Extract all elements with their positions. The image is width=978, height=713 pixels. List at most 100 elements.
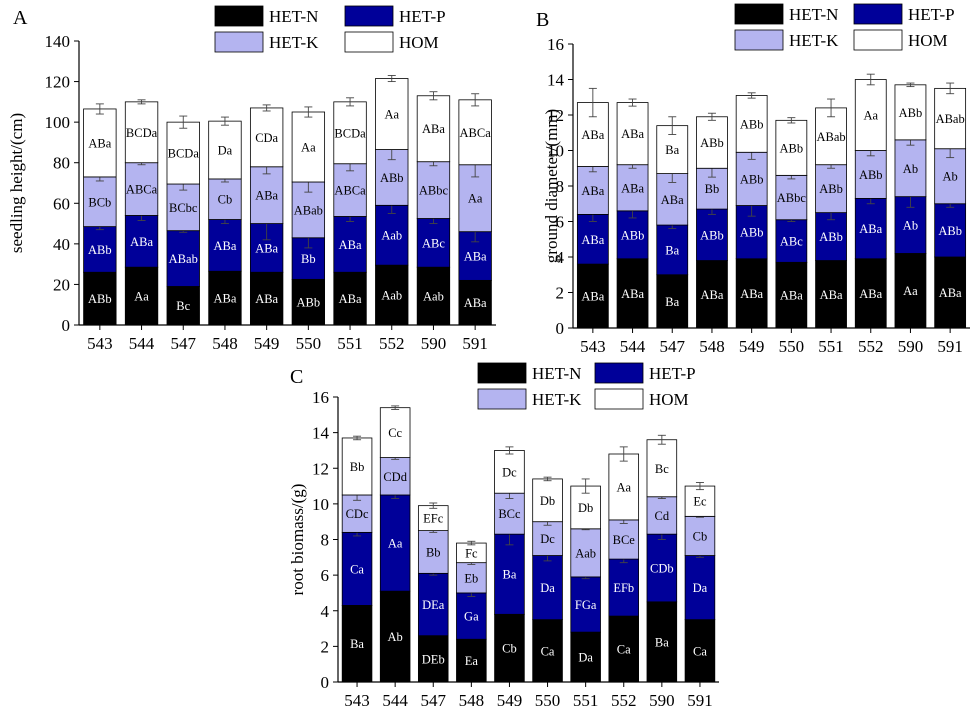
bar-segment-het-p xyxy=(532,555,563,621)
bar-significance-label: Da xyxy=(540,581,555,595)
y-axis-label: ground diameter/(mm) xyxy=(542,109,561,263)
bar-segment-hom xyxy=(646,439,678,498)
bar-segment-hom xyxy=(458,99,492,166)
legend-label: HET-K xyxy=(269,33,319,52)
bar-significance-label: BCc xyxy=(498,507,521,521)
y-tick-label: 6 xyxy=(556,213,565,232)
legend-label: HET-P xyxy=(908,5,955,24)
x-tick-label: 544 xyxy=(129,334,155,353)
x-tick-label: 591 xyxy=(937,337,963,356)
bar-significance-label: EFb xyxy=(613,581,634,595)
legend-label: HET-N xyxy=(269,7,318,26)
panel-label: C xyxy=(290,366,303,388)
bar-significance-label: BCb xyxy=(88,195,111,209)
bar-significance-label: BCe xyxy=(613,533,636,547)
bar-significance-label: Dc xyxy=(502,465,517,479)
bar-segment-het-k xyxy=(249,166,284,224)
bar-significance-label: ABa xyxy=(740,287,763,301)
bar-segment-hom xyxy=(684,485,716,517)
bar-significance-label: ABa xyxy=(130,235,153,249)
bar-significance-label: CDa xyxy=(255,131,278,145)
legend-label: HET-K xyxy=(789,31,839,50)
bar-segment-het-n xyxy=(124,266,159,326)
bar-significance-label: Cd xyxy=(655,509,670,523)
bar-significance-label: ABa xyxy=(700,288,723,302)
bar-segment-het-k xyxy=(417,530,449,574)
y-tick-label: 4 xyxy=(556,248,565,267)
bar-segment-het-k xyxy=(616,164,649,212)
bar-segment-het-p xyxy=(333,216,367,273)
legend-swatch-hom xyxy=(594,388,644,410)
bar-significance-label: Da xyxy=(693,581,708,595)
bar-significance-label: ABb xyxy=(88,292,112,306)
bar-significance-label: ABa xyxy=(464,296,487,310)
bar-significance-label: ABa xyxy=(859,222,882,236)
y-tick-label: 16 xyxy=(312,388,329,407)
bar-significance-label: Fc xyxy=(465,546,478,560)
bar-significance-label: ABa xyxy=(820,288,843,302)
legend-swatch-het-p xyxy=(853,3,903,25)
bar-significance-label: ABa xyxy=(661,193,684,207)
bar-segment-het-p xyxy=(83,226,117,273)
legend-swatch-hom xyxy=(853,29,903,51)
bar-segment-het-k xyxy=(775,174,808,221)
x-tick-label: 543 xyxy=(580,337,606,356)
bar-significance-label: ABa xyxy=(255,241,278,255)
x-tick-label: 547 xyxy=(421,691,447,710)
bar-segment-het-n xyxy=(616,258,649,329)
bar-significance-label: Aa xyxy=(903,284,918,298)
bar-significance-label: ABbc xyxy=(419,184,449,198)
legend-swatch-het-k xyxy=(734,29,784,51)
bar-significance-label: Ab xyxy=(903,162,918,176)
bar-segment-het-p xyxy=(934,203,967,258)
bar-segment-hom xyxy=(608,453,640,521)
bar-segment-het-p xyxy=(646,533,678,603)
bar-significance-label: ABb xyxy=(621,228,645,242)
legend-label: HOM xyxy=(399,33,439,52)
x-tick-label: 551 xyxy=(573,691,599,710)
bar-significance-label: ABb xyxy=(819,182,843,196)
bar-significance-label: Ba xyxy=(655,635,669,649)
bar-significance-label: CDb xyxy=(650,562,674,576)
y-tick-label: 0 xyxy=(556,319,565,338)
bar-significance-label: ABb xyxy=(700,228,724,242)
bar-segment-het-k xyxy=(494,492,525,535)
bar-segment-het-k xyxy=(83,176,117,228)
bar-segment-het-n xyxy=(775,261,808,329)
y-tick-label: 20 xyxy=(53,275,70,294)
bar-segment-hom xyxy=(417,505,449,531)
bar-segment-het-k xyxy=(815,164,847,214)
bar-segment-het-p xyxy=(576,213,609,265)
bar-significance-label: ABb xyxy=(740,172,764,186)
bar-significance-label: ABa xyxy=(581,290,604,304)
bar-significance-label: ABa xyxy=(213,239,236,253)
bar-segment-het-p xyxy=(684,555,716,621)
panel-b-chart: B ABa ABa ABa ABa 543 ABa ABb ABa ABa 544 Ba Ba ABa Ba… xyxy=(536,3,970,356)
x-tick-label: 552 xyxy=(858,337,884,356)
panel-a-chart: A ABb ABb BCb ABa 543 Aa ABa ABCa BCDa 544 Bc ABab BC… xyxy=(7,5,496,353)
bar-significance-label: ABb xyxy=(938,224,962,238)
bar-significance-label: Ba xyxy=(665,295,679,309)
bar-significance-label: ABab xyxy=(936,112,965,126)
bar-significance-label: ABb xyxy=(700,136,724,150)
bar-significance-label: ABab xyxy=(294,203,323,217)
y-tick-label: 80 xyxy=(53,154,70,173)
bar-segment-het-p xyxy=(417,572,449,637)
bar-significance-label: BCDa xyxy=(334,126,366,140)
bar-significance-label: Cb xyxy=(502,642,517,656)
bar-significance-label: Ca xyxy=(693,644,707,658)
bar-significance-label: ABb xyxy=(899,106,923,120)
x-tick-label: 550 xyxy=(535,691,561,710)
x-tick-label: 547 xyxy=(660,337,686,356)
x-tick-label: 590 xyxy=(898,337,924,356)
legend-swatch-het-p xyxy=(594,362,644,384)
bar-segment-hom xyxy=(815,107,847,166)
bar-segment-het-k xyxy=(379,457,411,496)
bar-segment-hom xyxy=(532,478,563,523)
x-tick-label: 551 xyxy=(337,334,363,353)
x-tick-label: 548 xyxy=(699,337,725,356)
bar-segment-hom xyxy=(616,102,649,166)
bar-significance-label: ABCa xyxy=(334,184,366,198)
y-tick-label: 12 xyxy=(312,459,329,478)
bar-significance-label: Db xyxy=(540,494,555,508)
